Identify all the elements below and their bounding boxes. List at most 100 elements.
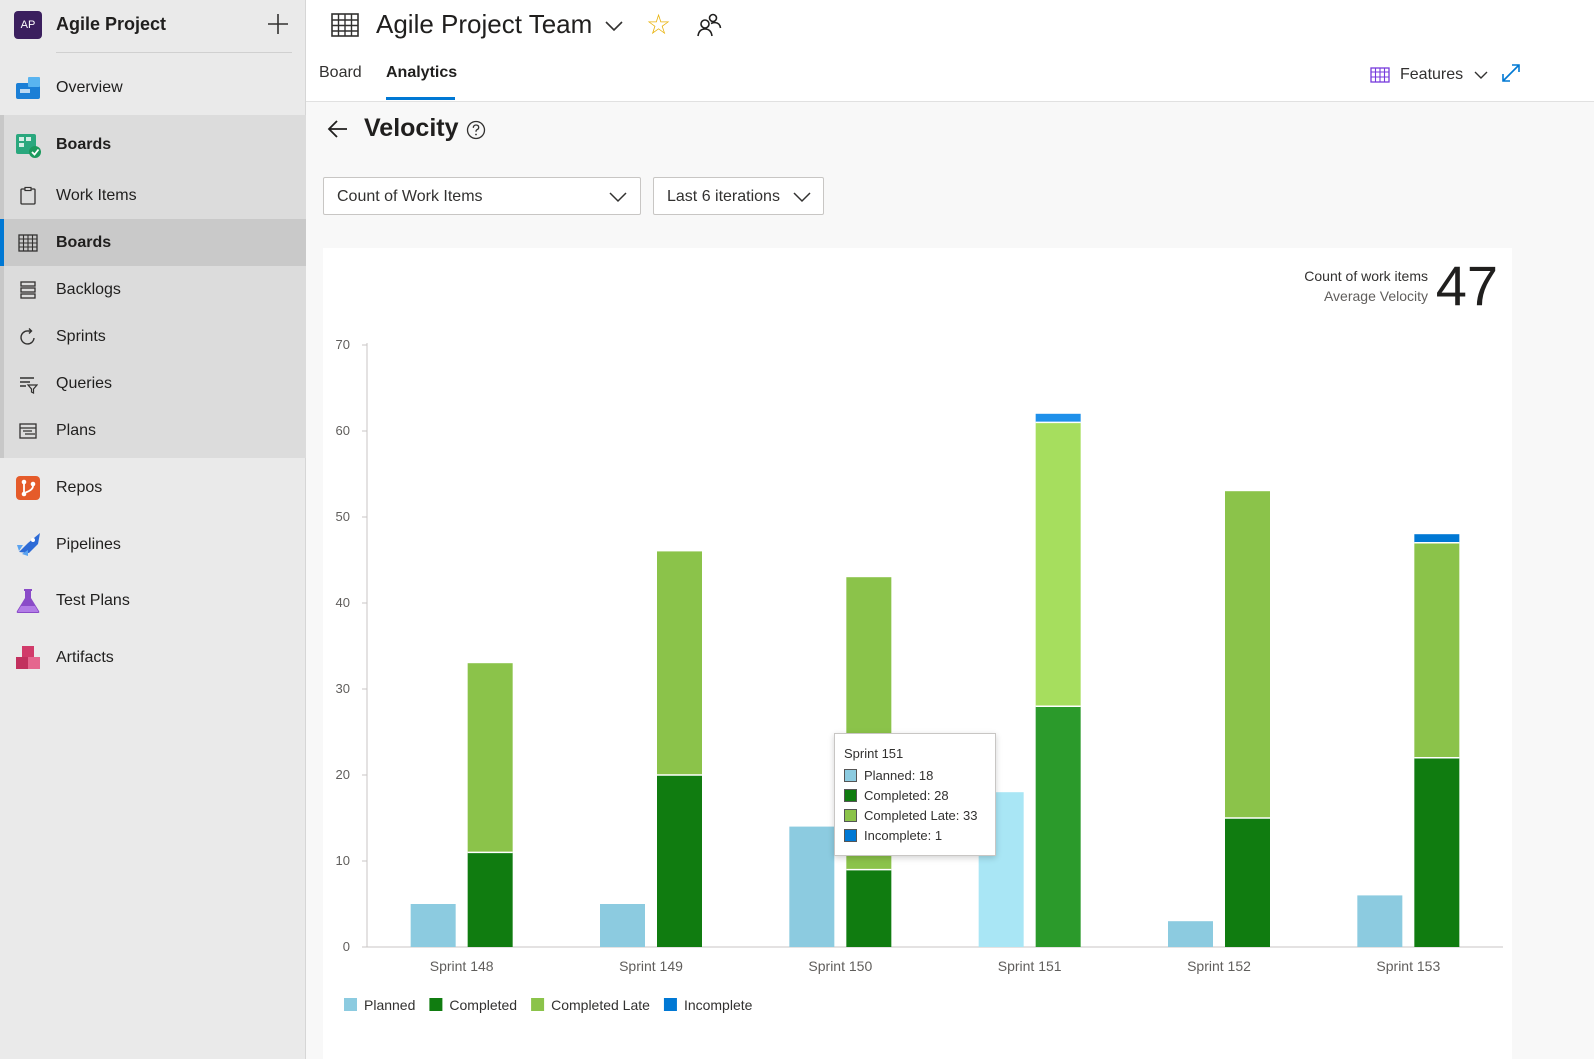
fullscreen-icon[interactable] [1500,62,1522,84]
bar-completed-late [1225,491,1270,818]
nav-work-items-label: Work Items [56,186,137,204]
artifacts-icon [16,646,40,669]
project-avatar[interactable]: AP [14,11,42,39]
nav-test-plans[interactable]: Test Plans [0,573,306,629]
boards-group [0,115,306,458]
bar-completed-late [657,551,702,775]
pipelines-icon [17,533,40,556]
legend-completed-late-label: Completed Late [551,997,650,1013]
tooltip-swatch-completed [844,789,857,802]
velocity-chart-card: Count of work items Average Velocity 47 … [323,248,1512,1059]
project-name[interactable]: Agile Project [56,14,167,34]
tab-analytics[interactable]: Analytics [386,64,458,81]
bar-completed [1414,757,1460,947]
nav-repos[interactable]: Repos [0,460,306,516]
bar-completed [467,852,513,947]
favorite-star-icon[interactable]: ☆ [646,9,672,40]
legend-incomplete-label: Incomplete [684,997,753,1013]
nav-artifacts[interactable]: Artifacts [0,630,306,686]
x-tick-label: Sprint 151 [998,958,1062,974]
bar-planned [789,826,835,947]
nav-boards[interactable]: Boards [0,117,306,173]
boards-icon [16,134,41,158]
add-icon[interactable] [264,10,292,38]
nav-sprints[interactable]: Sprints [0,313,306,360]
summary-label: Count of work items [1304,268,1428,284]
legend-incomplete-swatch [663,998,677,1011]
nav-artifacts-label: Artifacts [56,649,114,666]
tooltip-row-completed-late: Completed Late: 33 [844,808,977,823]
tooltip-title: Sprint 151 [844,746,904,761]
y-tick-label: 40 [336,595,350,610]
velocity-chart: 0 10 20 30 40 50 60 70 Sprint 148 Sprint 149 Sprin… [336,337,1503,1013]
metric-dropdown[interactable]: Count of Work Items [323,177,641,215]
y-tick-label: 0 [343,939,350,954]
nav-overview[interactable]: Overview [0,60,306,116]
sidebar: AP Agile Project Overview [0,0,306,1059]
backlog-level-icon [1370,67,1390,83]
bar-incomplete [1414,534,1460,543]
selection-indicator [0,219,4,266]
metric-dropdown-value: Count of Work Items [337,188,483,205]
features-selector[interactable]: Features [1370,64,1489,86]
bar-completed [1225,818,1270,947]
back-arrow-icon[interactable] [326,118,350,140]
chevron-down-icon [609,192,627,203]
team-title[interactable]: Agile Project Team [376,9,593,39]
y-tick-label: 20 [336,767,350,782]
queries-icon [20,376,38,394]
nav-backlogs[interactable]: Backlogs [0,266,306,313]
features-label: Features [1400,66,1464,83]
average-velocity-value: 47 [1435,254,1498,317]
nav-work-items[interactable]: Work Items [0,172,306,219]
divider [56,52,292,53]
plans-icon [19,422,37,439]
bar-planned [1168,921,1213,947]
tooltip-row-completed: Completed: 28 [844,788,949,803]
nav-pipelines[interactable]: Pipelines [0,517,306,573]
y-tick-label: 30 [336,681,350,696]
tab-board[interactable]: Board [319,64,362,81]
bar-planned [1357,895,1403,947]
legend-completed-swatch [429,998,443,1011]
team-members-icon[interactable] [696,12,722,38]
help-icon[interactable] [466,120,486,140]
y-tick-label: 50 [336,509,350,524]
bar-completed-late [467,663,513,853]
bar-completed-late [1414,542,1460,758]
x-tick-label: Sprint 148 [430,958,494,974]
bar-completed [1035,706,1081,947]
x-tick-label: Sprint 149 [619,958,683,974]
summary-sublabel: Average Velocity [1323,288,1428,304]
nav-queries-label: Queries [56,374,113,392]
chevron-down-icon[interactable] [604,18,624,34]
tooltip-swatch-planned [844,769,857,782]
work-items-icon [20,186,36,205]
bar-incomplete [1035,413,1081,423]
tab-active-indicator [386,97,455,100]
nav-plans-label: Plans [56,421,97,439]
iterations-dropdown[interactable]: Last 6 iterations [653,177,824,215]
nav-test-plans-label: Test Plans [56,592,130,609]
nav-boards-label: Boards [56,136,112,153]
chart-tooltip: Sprint 151 Planned: 18 Completed: 28 Com… [834,733,996,856]
tooltip-incomplete-text: Incomplete: 1 [864,828,943,843]
page-title: Velocity [364,114,459,142]
x-tick-label: Sprint 153 [1376,958,1440,974]
nav-plans[interactable]: Plans [0,407,306,454]
legend-planned-label: Planned [364,997,415,1013]
chevron-down-icon [793,192,811,203]
nav-overview-label: Overview [56,79,123,96]
tooltip-swatch-incomplete [844,829,857,842]
iterations-dropdown-value: Last 6 iterations [667,188,780,205]
x-tick-label: Sprint 150 [808,958,872,974]
chevron-down-icon [1474,71,1488,79]
tooltip-swatch-completed-late [844,809,857,822]
nav-pipelines-label: Pipelines [56,536,121,553]
bar-completed [846,869,892,947]
legend-planned-swatch [344,998,357,1011]
tooltip-row-planned: Planned: 18 [844,768,933,783]
nav-boards-sub[interactable]: Boards [0,219,306,266]
nav-queries[interactable]: Queries [0,360,306,407]
y-tick-label: 70 [336,337,350,352]
